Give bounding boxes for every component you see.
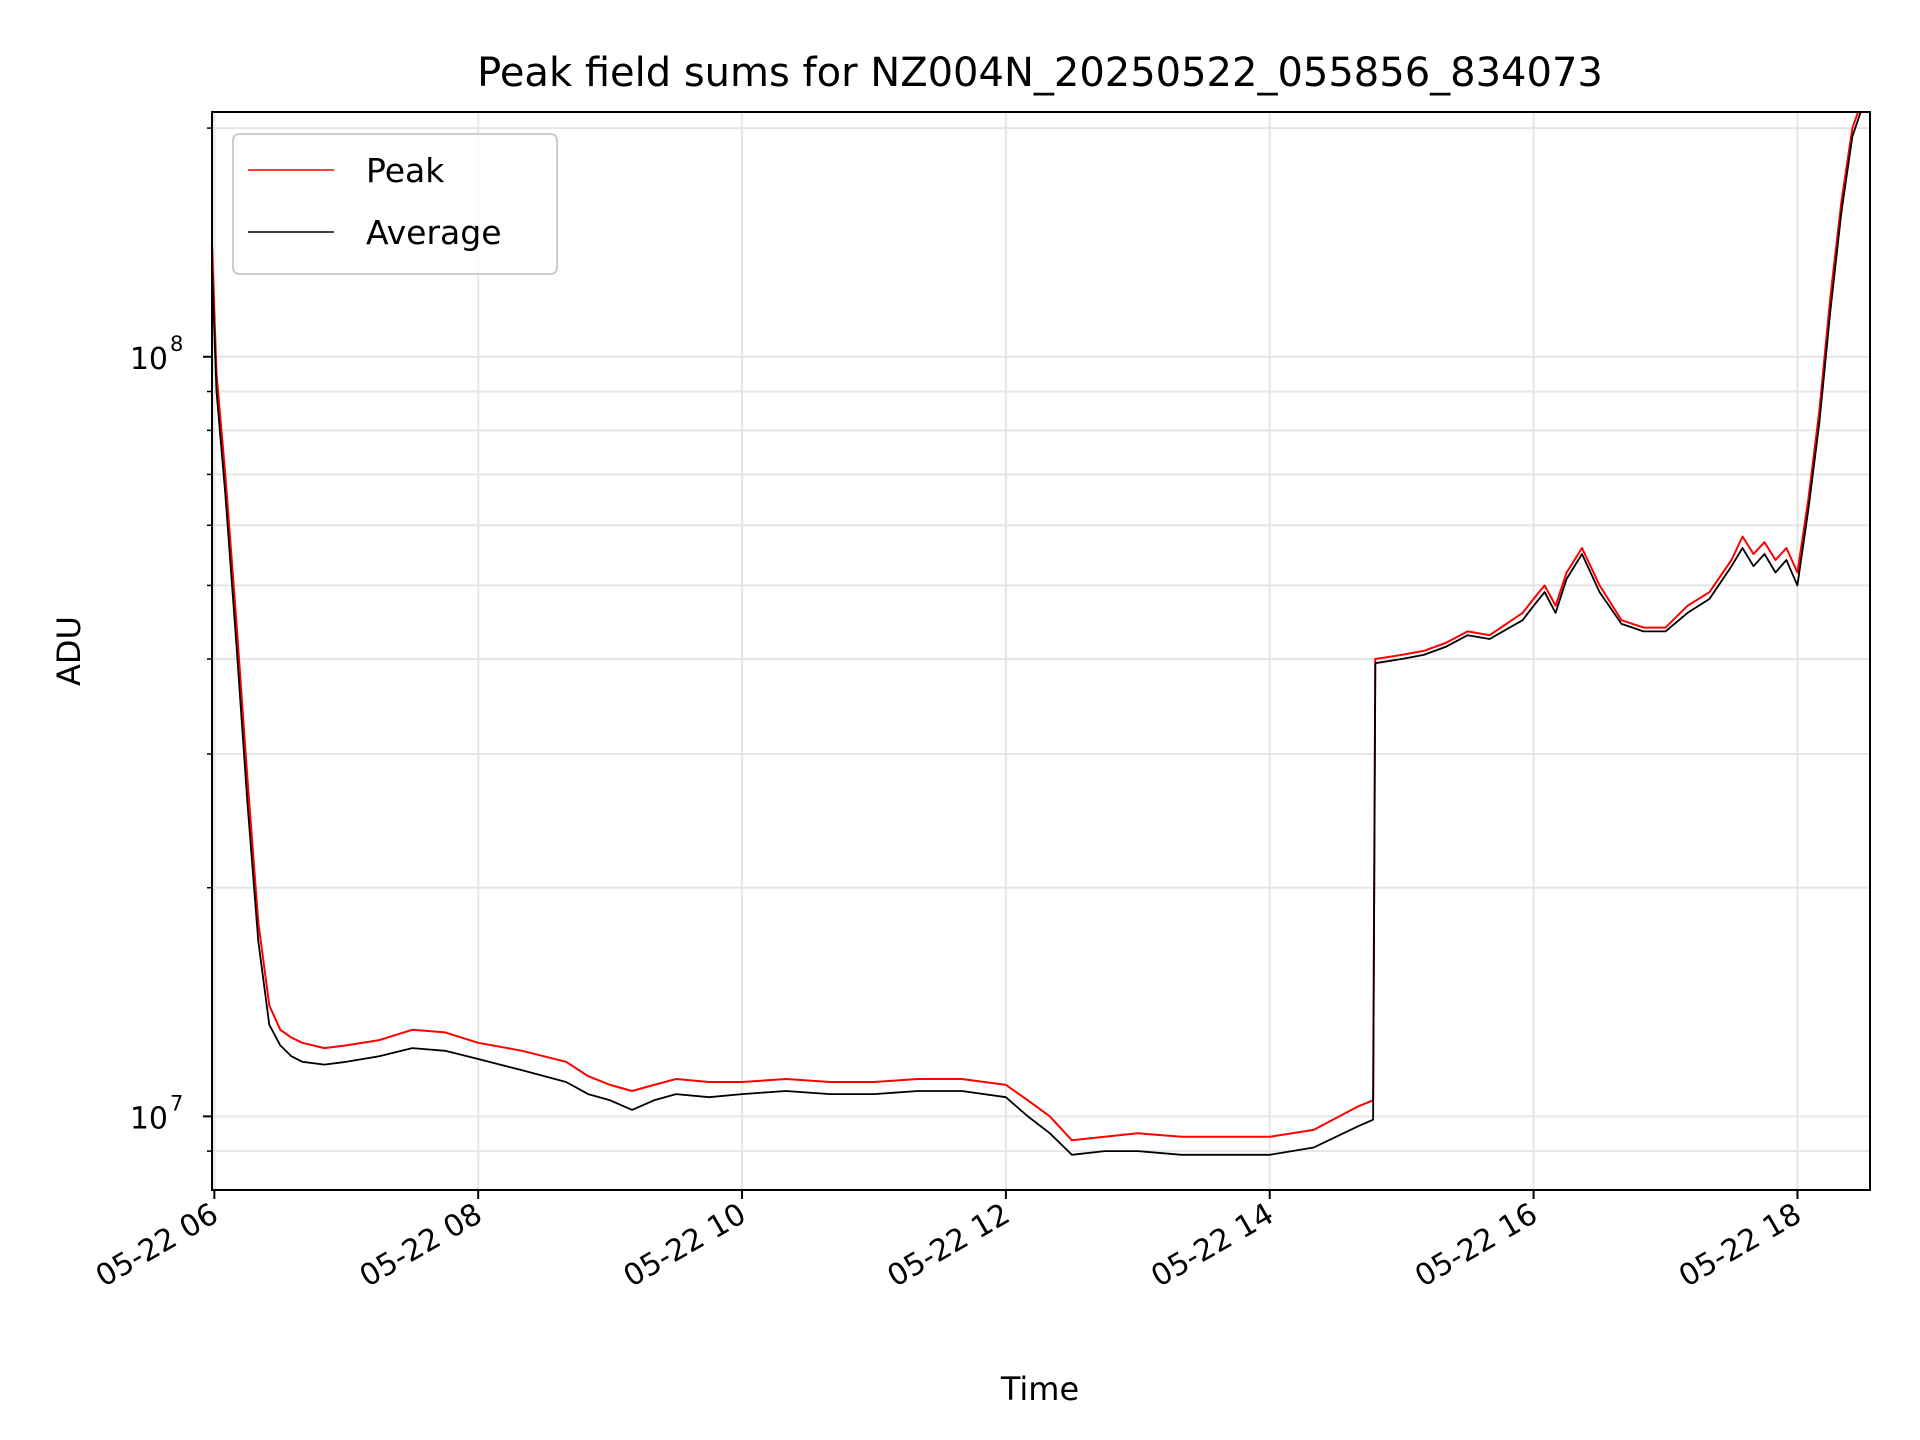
series-line-average: [212, 112, 1862, 1156]
x-axis-label: Time: [1000, 1370, 1079, 1408]
y-tick-label-base: 10: [130, 1101, 168, 1136]
chart-title: Peak field sums for NZ004N_20250522_0558…: [477, 50, 1603, 96]
legend-label-peak: Peak: [366, 151, 445, 190]
legend-box: [232, 133, 558, 275]
y-axis-label: ADU: [50, 616, 88, 686]
legend: Peak Average: [232, 133, 558, 275]
plot-frame: [211, 111, 1871, 1191]
series-layer: [212, 112, 1862, 1156]
grid: [212, 112, 1870, 1190]
legend-label-average: Average: [366, 213, 502, 252]
y-tick-label-exponent: 8: [170, 332, 183, 356]
y-tick-label-exponent: 7: [170, 1091, 183, 1115]
series-line-peak: [212, 112, 1860, 1142]
y-tick-label-base: 10: [130, 342, 168, 377]
